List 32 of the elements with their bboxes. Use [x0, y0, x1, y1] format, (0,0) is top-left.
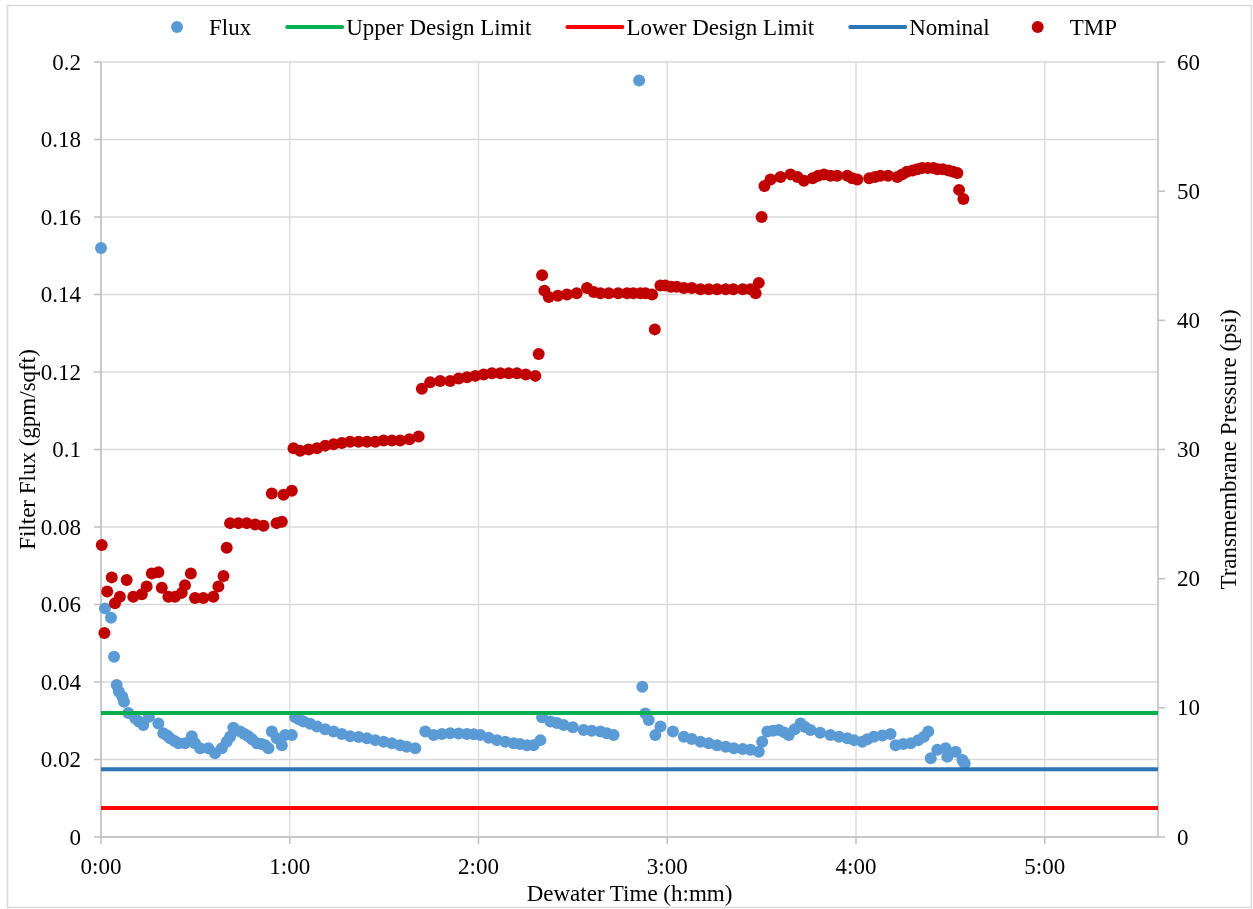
y-tick-label: 0.1 — [52, 437, 81, 462]
legend-label: TMP — [1069, 14, 1118, 40]
y-tick-label: 0.08 — [40, 514, 81, 540]
y-tick-label: 0.06 — [40, 592, 81, 617]
y-axis-title: Filter Flux (gpm/sqft) — [14, 349, 40, 550]
x-tick-label: 3:00 — [646, 853, 688, 879]
x-tick-label: 2:00 — [458, 853, 499, 879]
legend-label: Flux — [209, 14, 252, 40]
x-tick-label: 0:00 — [80, 853, 122, 879]
x-axis-title: Dewater Time (h:mm) — [526, 880, 733, 906]
y2-tick-label: 20 — [1177, 566, 1200, 592]
y-tick-label: 0.14 — [40, 282, 82, 307]
y-tick-label: 0.16 — [40, 204, 81, 230]
y-tick-label: 0.2 — [52, 49, 81, 75]
legend-label: Lower Design Limit — [626, 14, 815, 40]
legend-label: Nominal — [909, 14, 990, 40]
y2-axis-title: Transmembrane Pressure (psi) — [1215, 309, 1241, 590]
legend-label: Upper Design Limit — [346, 14, 533, 40]
x-tick-label: 4:00 — [835, 853, 877, 879]
x-tick-label: 5:00 — [1024, 853, 1066, 879]
y-tick-label: 0 — [69, 824, 81, 850]
y-tick-label: 0.02 — [40, 747, 81, 772]
y2-tick-label: 40 — [1177, 307, 1200, 333]
y2-tick-label: 30 — [1177, 437, 1200, 462]
y2-tick-label: 50 — [1177, 178, 1200, 204]
y2-tick-label: 60 — [1177, 49, 1200, 75]
y2-tick-label: 0 — [1177, 824, 1189, 850]
y2-tick-label: 10 — [1177, 695, 1200, 721]
y-tick-label: 0.12 — [40, 359, 81, 385]
y-tick-label: 0.04 — [40, 669, 82, 695]
y-tick-label: 0.18 — [40, 127, 81, 152]
x-tick-label: 1:00 — [269, 853, 311, 879]
